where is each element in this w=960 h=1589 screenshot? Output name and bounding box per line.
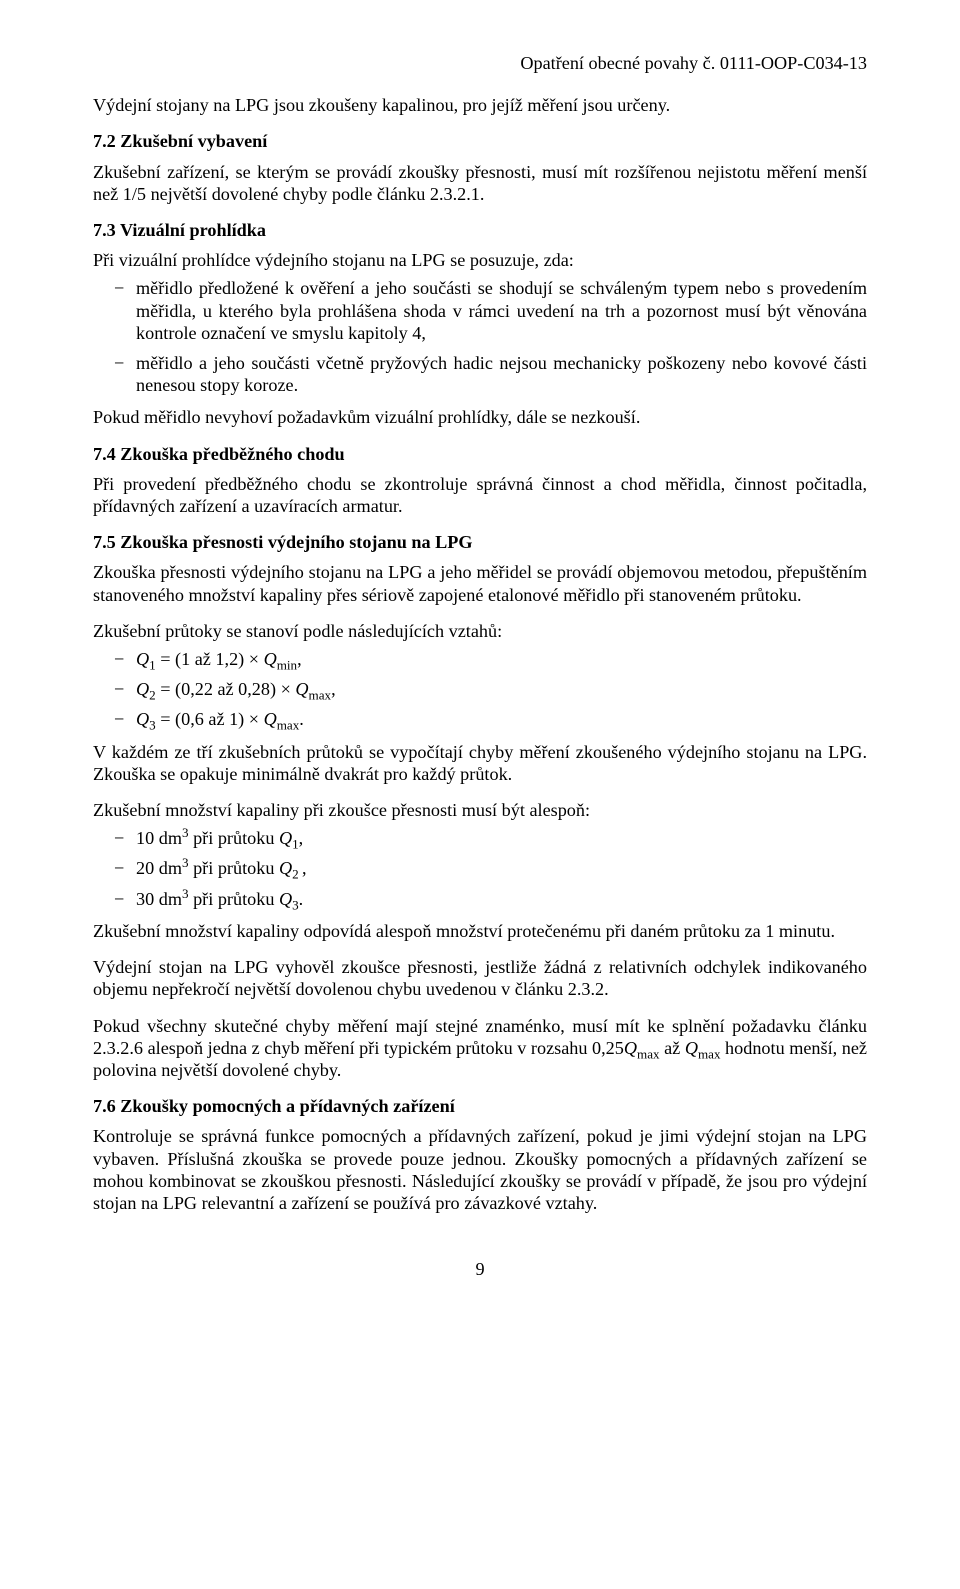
- section-7-3-list: měřidlo předložené k ověření a jeho souč…: [93, 277, 867, 396]
- intro-paragraph: Výdejní stojany na LPG jsou zkoušeny kap…: [93, 94, 867, 116]
- list-item: 30 dm3 při průtoku Q3.: [93, 888, 867, 910]
- text-fragment: až: [660, 1038, 685, 1058]
- section-7-6-heading: 7.6 Zkoušky pomocných a přídavných zaříz…: [93, 1095, 867, 1117]
- flow-formula-list: Q1 = (1 až 1,2) × Qmin, Q2 = (0,22 až 0,…: [93, 648, 867, 731]
- section-7-5-p2: Zkušební průtoky se stanoví podle násled…: [93, 620, 867, 642]
- section-7-4-heading: 7.4 Zkouška předběžného chodu: [93, 443, 867, 465]
- section-7-3-heading: 7.3 Vizuální prohlídka: [93, 219, 867, 241]
- page-number: 9: [93, 1258, 867, 1280]
- list-item: Q2 = (0,22 až 0,28) × Qmax,: [93, 678, 867, 700]
- quantity-list: 10 dm3 při průtoku Q1, 20 dm3 při průtok…: [93, 827, 867, 910]
- list-item: měřidlo předložené k ověření a jeho souč…: [93, 277, 867, 344]
- section-7-5-heading: 7.5 Zkouška přesnosti výdejního stojanu …: [93, 531, 867, 553]
- section-7-5-p3: V každém ze tří zkušebních průtoků se vy…: [93, 741, 867, 785]
- section-7-5-p4: Zkušební množství kapaliny při zkoušce p…: [93, 799, 867, 821]
- list-item: 10 dm3 při průtoku Q1,: [93, 827, 867, 849]
- page-container: Opatření obecné povahy č. 0111-OOP-C034-…: [0, 0, 960, 1589]
- section-7-5-p1: Zkouška přesnosti výdejního stojanu na L…: [93, 561, 867, 605]
- header-reference: Opatření obecné povahy č. 0111-OOP-C034-…: [93, 52, 867, 74]
- section-7-3-closing: Pokud měřidlo nevyhoví požadavkům vizuál…: [93, 406, 867, 428]
- list-item: Q3 = (0,6 až 1) × Qmax.: [93, 708, 867, 730]
- section-7-3-lead: Při vizuální prohlídce výdejního stojanu…: [93, 249, 867, 271]
- section-7-6-paragraph: Kontroluje se správná funkce pomocných a…: [93, 1125, 867, 1214]
- section-7-5-p5: Zkušební množství kapaliny odpovídá ales…: [93, 920, 867, 942]
- section-7-5-p6: Výdejní stojan na LPG vyhověl zkoušce př…: [93, 956, 867, 1000]
- section-7-5-p7: Pokud všechny skutečné chyby měření mají…: [93, 1015, 867, 1082]
- list-item: 20 dm3 při průtoku Q2 ,: [93, 857, 867, 879]
- list-item: Q1 = (1 až 1,2) × Qmin,: [93, 648, 867, 670]
- section-7-2-paragraph: Zkušební zařízení, se kterým se provádí …: [93, 161, 867, 205]
- section-7-2-heading: 7.2 Zkušební vybavení: [93, 130, 867, 152]
- list-item: měřidlo a jeho součásti včetně pryžových…: [93, 352, 867, 396]
- section-7-4-paragraph: Při provedení předběžného chodu se zkont…: [93, 473, 867, 517]
